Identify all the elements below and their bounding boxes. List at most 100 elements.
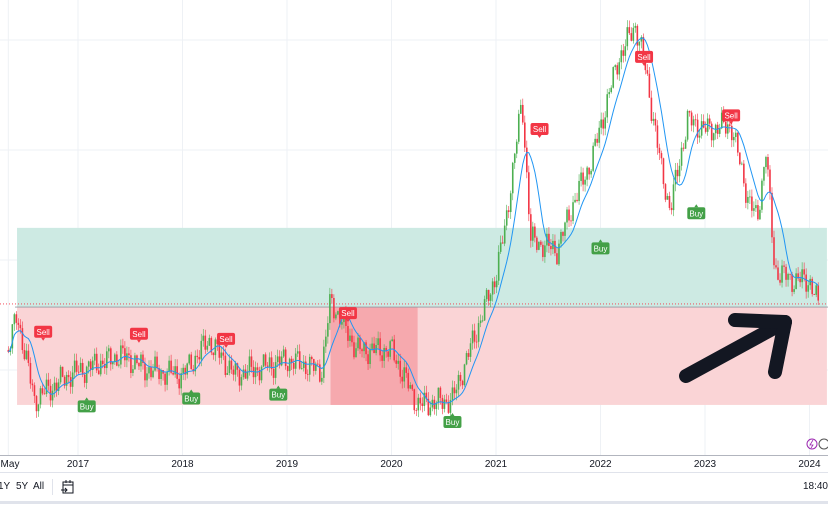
candle xyxy=(530,208,532,248)
candle xyxy=(588,167,590,180)
candle-body xyxy=(650,97,653,121)
candle xyxy=(367,350,369,371)
candle xyxy=(286,365,289,377)
candle xyxy=(363,341,365,359)
candle xyxy=(256,362,259,377)
candle-body xyxy=(166,371,168,385)
candle-body xyxy=(250,356,253,367)
candle-body xyxy=(793,289,795,292)
candle xyxy=(361,347,363,358)
candle xyxy=(417,393,420,418)
candle xyxy=(702,114,705,129)
candle-body xyxy=(21,328,24,351)
candle xyxy=(654,112,657,132)
candle-body xyxy=(710,123,713,141)
candle-body xyxy=(435,402,438,410)
candle xyxy=(130,349,132,379)
candle-body xyxy=(445,399,448,402)
candle xyxy=(41,384,44,396)
candle xyxy=(592,142,594,173)
candle xyxy=(250,349,253,373)
candle xyxy=(716,121,719,140)
candle xyxy=(616,62,619,80)
range-1y-button[interactable]: 1Y xyxy=(0,481,11,492)
signal-badge xyxy=(722,109,741,122)
candle-body xyxy=(680,147,683,166)
candle xyxy=(150,360,152,381)
candle xyxy=(268,352,271,373)
candle-body xyxy=(91,360,94,370)
candle xyxy=(244,363,247,379)
bottom-toolbar: 1Y 5Y All 18:40 xyxy=(0,472,828,504)
clock-time: 18:40 xyxy=(802,481,828,492)
candle-body xyxy=(51,390,54,401)
range-all-button[interactable]: All xyxy=(33,481,45,492)
candle xyxy=(634,22,637,33)
candle-body xyxy=(357,337,359,349)
candle-body xyxy=(198,357,201,360)
candle xyxy=(391,336,393,342)
candle-body xyxy=(688,110,691,113)
candle-body xyxy=(720,112,723,129)
signal-badge xyxy=(217,332,236,345)
candle xyxy=(787,272,789,287)
candle xyxy=(801,262,803,289)
candle xyxy=(176,359,178,384)
candle xyxy=(122,338,124,354)
candle-body xyxy=(403,367,406,382)
range-5y-button[interactable]: 5Y xyxy=(16,481,29,492)
candle-body xyxy=(409,385,412,389)
candle-body xyxy=(397,360,399,364)
candle xyxy=(387,351,389,362)
candle-body xyxy=(489,294,492,301)
candle-body xyxy=(236,363,239,370)
candle-body xyxy=(33,385,36,397)
candle-body xyxy=(188,354,190,364)
candle xyxy=(234,360,237,382)
candle-body xyxy=(140,354,142,367)
candle-body xyxy=(39,388,42,405)
candle xyxy=(323,339,325,383)
candle xyxy=(582,167,584,192)
candle-body xyxy=(351,335,353,343)
candle-body xyxy=(59,366,62,383)
calendar-goto-icon[interactable] xyxy=(60,479,74,495)
candle-body xyxy=(371,343,373,349)
candle-body xyxy=(146,373,148,381)
candle xyxy=(196,349,199,364)
candle xyxy=(463,363,466,387)
candle-body xyxy=(323,346,325,378)
candle-body xyxy=(507,210,510,213)
candle-body xyxy=(355,348,357,358)
time-axis[interactable]: May 2017 2018 2019 2020 2021 2022 2023 2024 xyxy=(0,455,828,473)
candle xyxy=(148,360,150,379)
candle-body xyxy=(325,336,327,347)
candle xyxy=(700,114,703,139)
candle-body xyxy=(469,343,472,357)
candle xyxy=(805,268,807,299)
candle-body xyxy=(461,380,464,386)
candle xyxy=(47,372,50,391)
candle-body xyxy=(230,360,233,370)
candle-body xyxy=(53,382,56,391)
candle-body xyxy=(242,369,245,378)
candle xyxy=(586,165,588,187)
signal-sell-label: Sell xyxy=(34,325,53,341)
candle-body xyxy=(423,392,426,406)
candle-body xyxy=(628,27,631,34)
candle xyxy=(493,276,496,295)
candle xyxy=(112,361,114,370)
candle xyxy=(202,329,205,347)
candle-body xyxy=(256,367,259,370)
candle xyxy=(110,346,112,371)
candle xyxy=(371,337,373,352)
candle-body xyxy=(361,349,363,352)
candle-body xyxy=(15,314,18,323)
price-chart[interactable]: Sell Buy Sell Buy Sell Buy Sell Buy Sell Buy Sell B… xyxy=(0,0,828,455)
candle xyxy=(753,201,755,217)
candle xyxy=(321,371,323,385)
candle xyxy=(349,328,351,347)
candle-body xyxy=(526,147,528,173)
candle-body xyxy=(204,335,207,350)
candle-body xyxy=(773,237,775,266)
